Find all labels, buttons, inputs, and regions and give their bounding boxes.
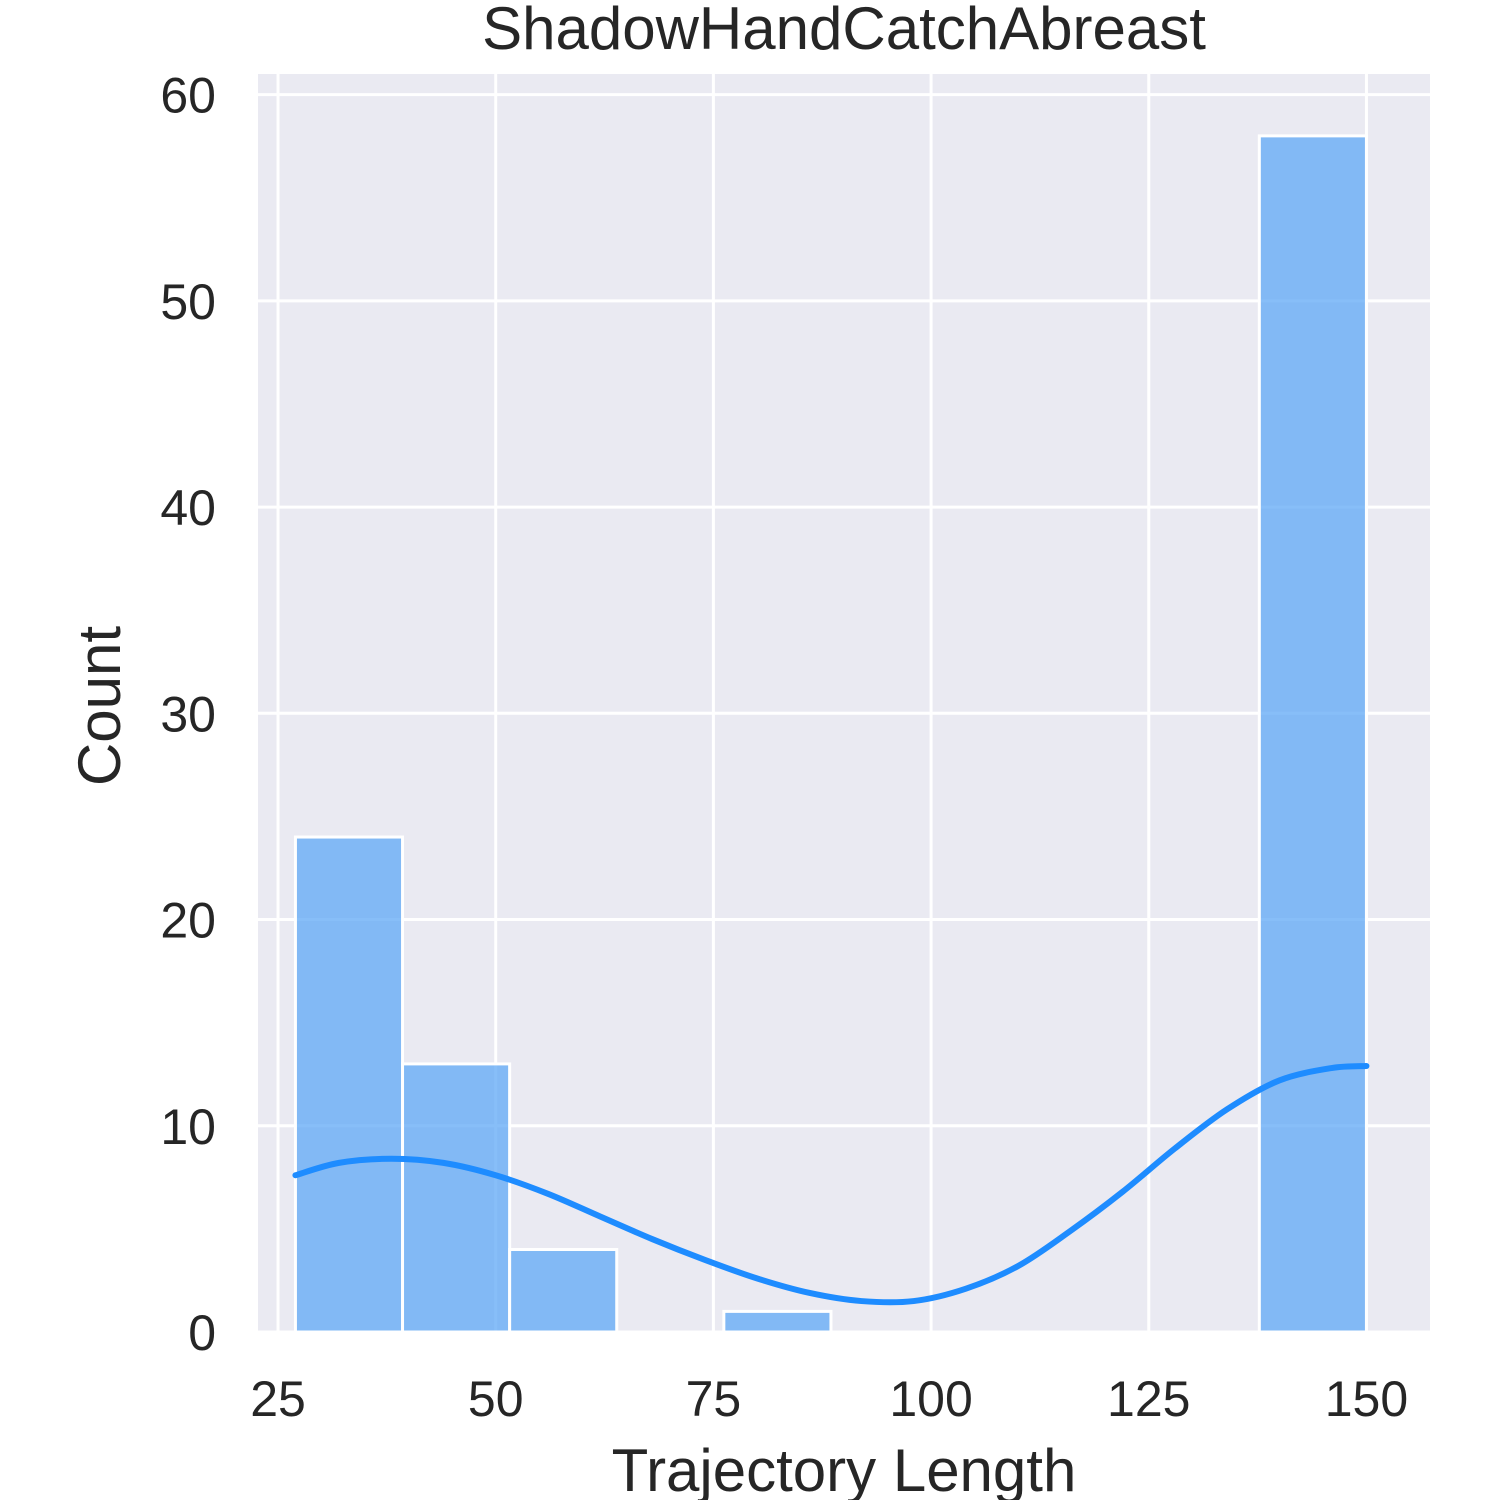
- x-tick-label: 75: [686, 1371, 742, 1427]
- y-tick-labels: 0 10 20 30 40 50 60: [160, 68, 216, 1361]
- y-axis-title: Count: [66, 626, 133, 786]
- x-tick-label: 50: [468, 1371, 524, 1427]
- y-tick-label: 60: [160, 68, 216, 124]
- histogram-bar: [508, 1248, 619, 1334]
- x-tick-labels: 25 50 75 100 125 150: [250, 1371, 1408, 1427]
- y-tick-label: 40: [160, 480, 216, 536]
- x-tick-label: 125: [1107, 1371, 1190, 1427]
- y-tick-label: 20: [160, 893, 216, 949]
- chart-title: ShadowHandCatchAbreast: [482, 0, 1206, 62]
- y-tick-label: 30: [160, 686, 216, 742]
- x-tick-label: 150: [1325, 1371, 1408, 1427]
- x-tick-label: 100: [889, 1371, 972, 1427]
- kde-curve-group: [292, 1062, 1370, 1306]
- histogram-bar: [293, 835, 405, 1334]
- histogram-bars: [293, 134, 1368, 1334]
- x-tick-label: 25: [250, 1371, 306, 1427]
- y-tick-label: 50: [160, 274, 216, 330]
- histogram-bar: [1257, 134, 1368, 1334]
- histogram-bar: [722, 1309, 833, 1334]
- x-axis-title: Trajectory Length: [612, 1437, 1077, 1500]
- histogram-bar: [401, 1062, 512, 1334]
- y-tick-label: 0: [188, 1305, 216, 1361]
- kde-line: [292, 1062, 1370, 1306]
- y-tick-label: 10: [160, 1099, 216, 1155]
